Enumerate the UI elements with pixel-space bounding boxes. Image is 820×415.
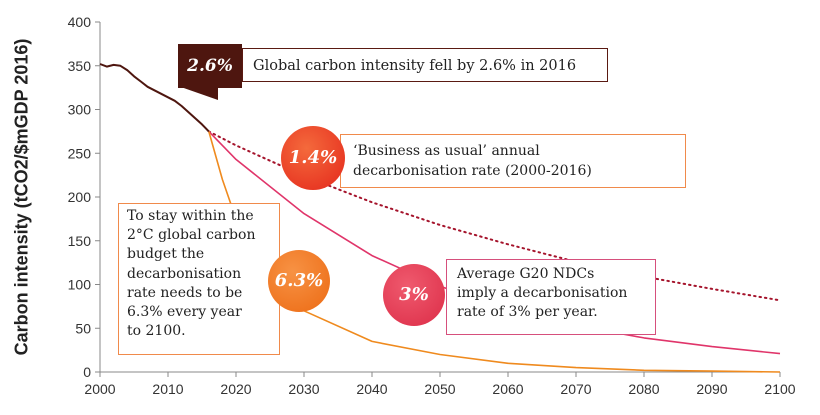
bau-annotation-line1: ‘Business as usual’ annual [353,143,540,159]
x-tick-label: 2060 [492,381,523,397]
g20-annotation-line2: imply a decarbonisation [457,285,628,301]
two-degree-line6: 6.3% every year [127,304,242,321]
g20-annotation-line1: Average G20 NDCs [457,266,595,282]
y-tick-label: 300 [68,102,92,118]
two-degree-line7: to 2100. [127,323,186,340]
historical-series-line [99,63,210,133]
y-tick-label: 50 [75,320,91,336]
y-tick-label: 400 [68,14,92,30]
x-tick-label: 2030 [288,381,319,397]
bau-series-line [207,130,781,302]
x-tick-label: 2000 [84,381,115,397]
historical-rate-badge: 2.6% [178,44,242,88]
bau-rate-value: 1.4% [288,147,338,168]
historical-rate-value: 2.6% [187,56,233,76]
x-tick-label: 2090 [696,381,727,397]
two-degree-rate-value: 6.3% [274,270,324,291]
two-degree-annotation-box: To stay within the 2°C global carbon bud… [118,203,280,355]
two-degree-line2: 2°C global carbon [127,227,256,244]
historical-annotation-box: Global carbon intensity fell by 2.6% in … [242,48,608,82]
g20-rate-badge: 3% [383,264,445,326]
bau-annotation-line2: decarbonisation rate (2000-2016) [353,163,592,179]
two-degree-line3: budget the [127,246,205,263]
two-degree-line1: To stay within the [127,208,254,224]
x-tick-label: 2050 [424,381,455,397]
y-axis-label: Carbon intensity (tCO2/$mGDP 2016) [11,38,32,356]
y-tick-label: 200 [68,189,92,205]
two-degree-rate-badge: 6.3% [268,250,330,312]
g20-rate-value: 3% [399,284,429,305]
y-tick-label: 250 [68,145,92,161]
bau-annotation-box: ‘Business as usual’ annual decarbonisati… [340,134,686,188]
x-tick-label: 2020 [220,381,251,397]
two-degree-line5: rate needs to be [127,284,243,301]
g20-annotation-line3: rate of 3% per year. [457,304,598,320]
x-tick-label: 2070 [560,381,591,397]
y-tick-label: 0 [83,364,91,380]
g20-annotation-box: Average G20 NDCs imply a decarbonisation… [446,259,656,335]
y-tick-label: 100 [68,277,92,293]
x-tick-label: 2010 [152,381,183,397]
two-degree-line4: decarbonisation [127,265,242,282]
x-tick-label: 2040 [356,381,387,397]
y-tick-label: 150 [68,233,92,249]
x-tick-label: 2080 [628,381,659,397]
bau-rate-badge: 1.4% [281,126,345,190]
historical-badge-pointer [178,86,218,100]
y-tick-label: 350 [68,58,92,74]
x-tick-label: 2100 [764,381,795,397]
historical-annotation-text: Global carbon intensity fell by 2.6% in … [253,58,577,74]
